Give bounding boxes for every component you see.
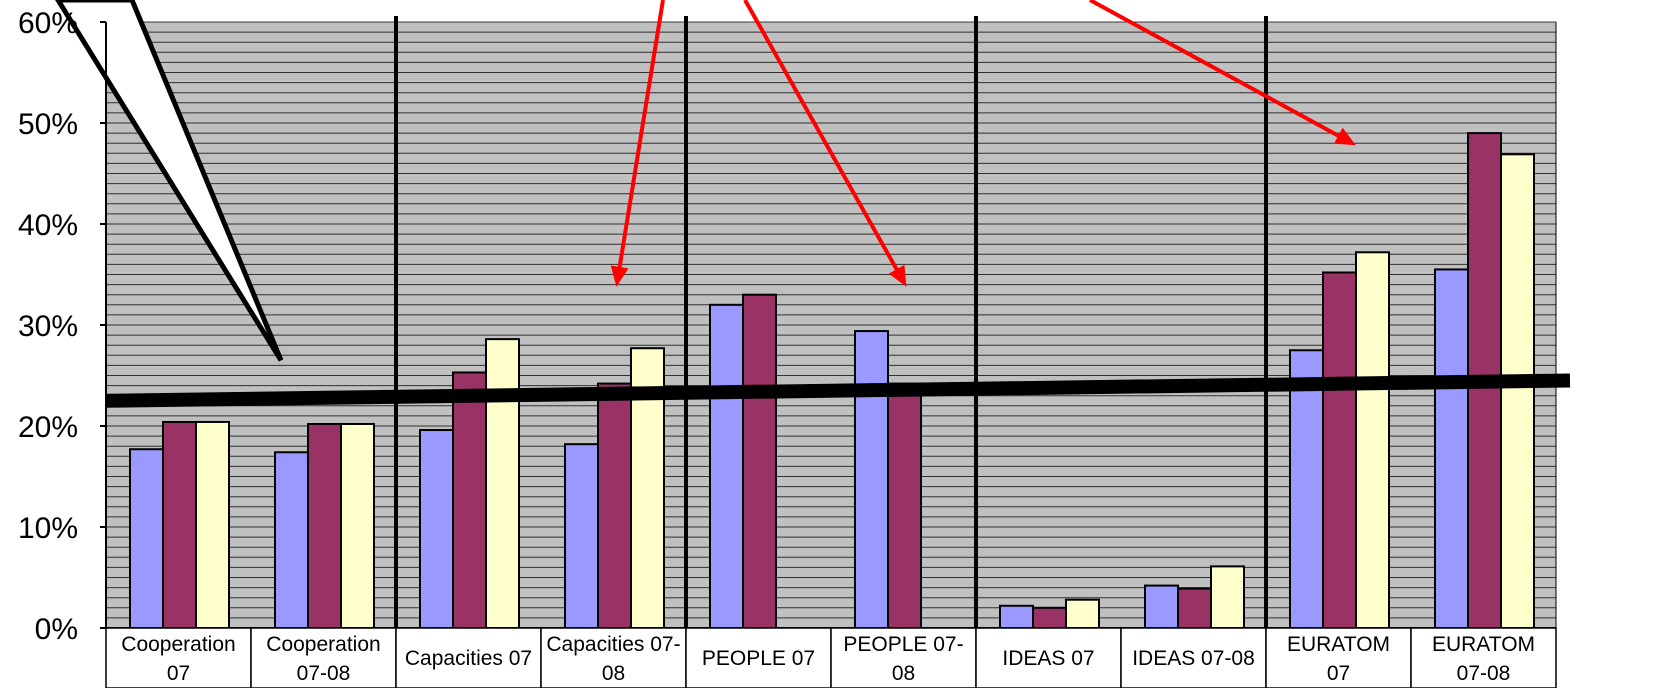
category-label: EURATOM [1432,633,1535,656]
bar [1355,251,1390,629]
bar [195,420,230,629]
bar [129,448,164,630]
bar [485,338,520,629]
bar [597,382,632,629]
category-cell [975,627,1122,688]
arrow-shaft [617,0,665,268]
category-label: Cooperation [266,633,380,656]
bar [452,371,487,629]
arrow-head [888,264,907,287]
y-tick-label: 40% [18,209,78,242]
x-axis-categories: Cooperation 07 Cooperation 07-08 Capacities … [105,627,1557,688]
arrow-head [1334,127,1356,146]
y-tick-label: 10% [18,512,78,545]
category-label: 08 [602,662,625,685]
y-tick-label: 30% [18,310,78,343]
category-cell [395,627,542,688]
bar [1434,268,1469,629]
category-label: 07 [1327,662,1350,685]
category-label: 08 [892,662,915,685]
category-label: Cooperation [121,633,235,656]
y-axis-ticks: 0% 10% 20% 30% 40% 50% 60% [18,7,106,646]
category-cell [105,627,252,688]
category-label: IDEAS 07-08 [1132,647,1255,670]
bar [274,451,309,630]
category-cell [1265,627,1412,688]
bar [1144,584,1179,630]
category-cell [1410,627,1557,688]
category-label: Capacities 07- [546,633,680,656]
bar [1500,153,1535,629]
trend-line [105,373,1571,408]
bar [419,429,454,630]
annotation-arrows [610,0,1356,287]
callout-shape [55,0,284,362]
bar [162,420,197,629]
bar [999,604,1034,630]
category-label: EURATOM [1287,633,1390,656]
category-label: 07 [167,662,190,685]
callout-pointer [55,0,284,362]
bar [564,443,599,629]
y-tick-label: 0% [35,613,78,646]
category-label: Capacities 07 [405,647,532,670]
bars [129,132,1535,630]
bar [1210,565,1245,630]
category-cell [540,627,687,688]
bar [854,330,889,629]
category-cell [685,627,832,688]
y-tick-label: 50% [18,108,78,141]
bar [742,293,777,629]
category-cell [250,627,397,688]
category-label: PEOPLE 07 [702,647,815,670]
bar [1177,587,1212,629]
y-tick-label: 60% [18,7,78,40]
bar [340,422,375,630]
bar [1289,349,1324,629]
y-tick-label: 20% [18,411,78,444]
trend-line-path [105,373,1571,408]
category-label: PEOPLE 07- [843,633,963,656]
category-label: 07-08 [1457,662,1511,685]
category-label: 07-08 [297,662,351,685]
group-separators [394,16,1268,628]
bar [307,422,342,630]
bar [887,382,922,629]
arrow-shaft [1089,0,1340,138]
bar [709,303,744,629]
category-cell [1120,627,1267,688]
arrow-head [610,265,629,287]
category-cell [830,627,977,688]
arrow-shaft [743,0,899,271]
category-label: IDEAS 07 [1002,647,1094,670]
bar [1322,271,1357,629]
bar [1065,598,1100,629]
bar [1032,606,1067,629]
